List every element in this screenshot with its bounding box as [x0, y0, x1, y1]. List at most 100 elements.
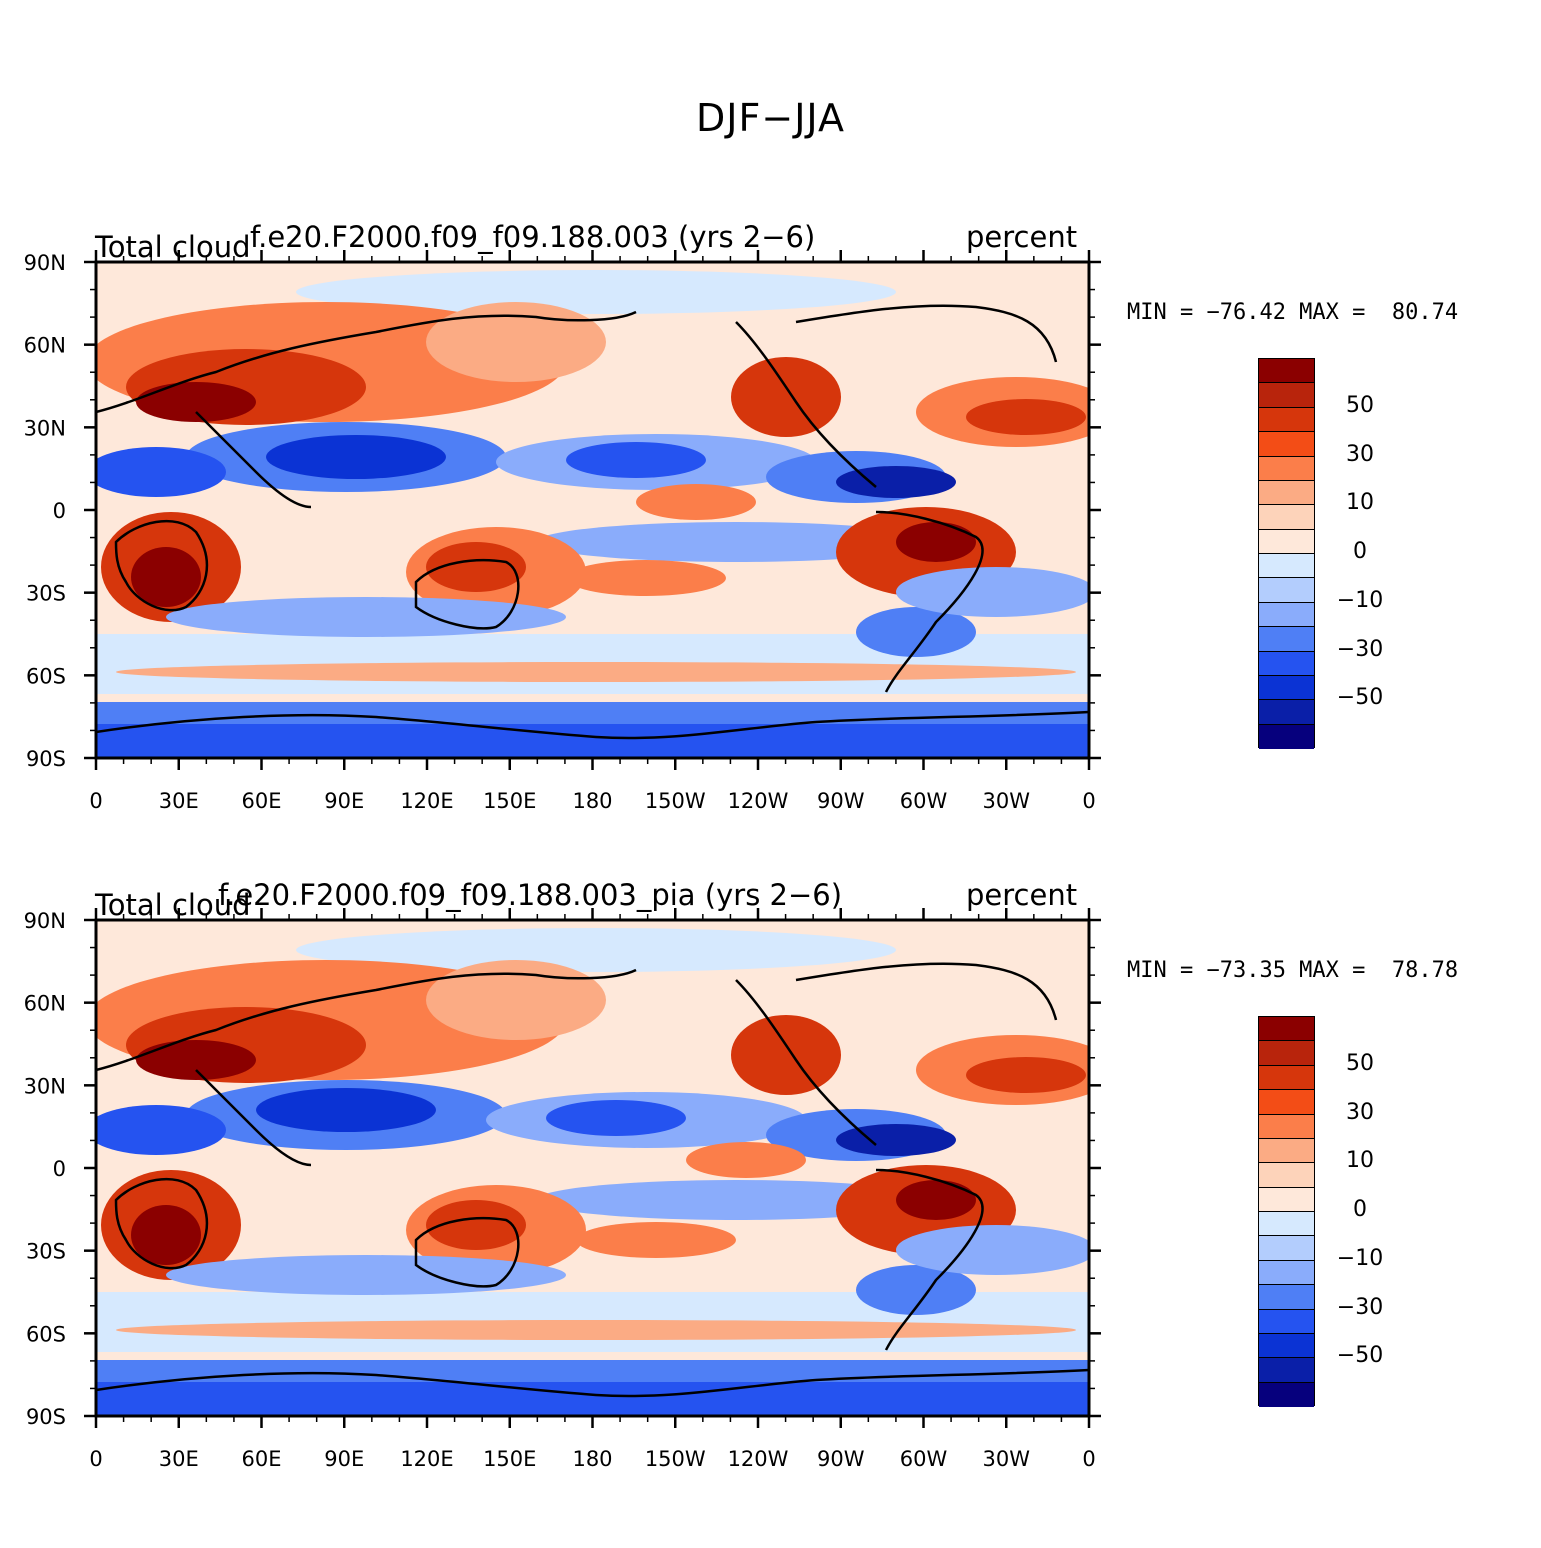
- colorbar-label: 10: [1346, 1148, 1374, 1174]
- lon-label: 150W: [645, 1447, 706, 1471]
- map-axes: 90N 60N 30N 0 30S 60S 90S 0 30E 60E 90E 120E 150E 180…: [24, 908, 1101, 1471]
- map-axes: 90N 60N 30N 0 30S 60S 90S 0 30E 60E 90E 120E 150E 180…: [24, 250, 1101, 813]
- contour-map: [96, 262, 1089, 758]
- colorbar-segment: [1259, 1017, 1314, 1042]
- colorbar-segment: [1259, 627, 1314, 652]
- lon-label: 90W: [817, 1447, 865, 1471]
- lat-label: 30S: [26, 1240, 66, 1264]
- lon-label: 0: [1082, 789, 1095, 813]
- colorbar-label: 30: [1346, 441, 1374, 467]
- colorbar-label: −10: [1336, 1245, 1384, 1271]
- colorbar-segment: [1259, 456, 1314, 481]
- lat-label: 0: [53, 1157, 66, 1181]
- lon-label: 150W: [645, 789, 706, 813]
- lon-label: 30E: [159, 1447, 199, 1471]
- lon-label: 60W: [900, 1447, 948, 1471]
- colorbar-segment: [1259, 1090, 1314, 1115]
- lat-label: 90N: [24, 251, 66, 275]
- lon-label: 90W: [817, 789, 865, 813]
- colorbar: [1258, 1016, 1315, 1407]
- colorbar-segment: [1259, 480, 1314, 506]
- lat-label: 60N: [24, 992, 66, 1016]
- colorbar-label: 30: [1346, 1099, 1374, 1125]
- lon-label: 0: [89, 1447, 102, 1471]
- lon-label: 30E: [159, 789, 199, 813]
- min-max-readout: MIN = −76.42 MAX = 80.74: [1127, 300, 1459, 325]
- panel-units: percent: [966, 220, 1078, 254]
- colorbar-segment: [1259, 1285, 1314, 1310]
- contour-field: [96, 262, 1089, 758]
- colorbar-segment: [1259, 1236, 1314, 1261]
- lat-label: 30N: [24, 416, 66, 440]
- colorbar-segment: [1259, 1309, 1314, 1334]
- colorbar-label: −50: [1336, 685, 1384, 711]
- lat-label: 90S: [26, 1405, 66, 1429]
- lon-label: 120W: [728, 1447, 789, 1471]
- panel-center-title: f.e20.F2000.f09_f09.188.003_pia (yrs 2−6…: [218, 878, 843, 912]
- colorbar-label: 50: [1346, 392, 1374, 418]
- lat-label: 30S: [26, 582, 66, 606]
- colorbar-segment: [1259, 529, 1314, 554]
- figure-title: DJF−JJA: [696, 96, 845, 140]
- colorbar-segment: [1259, 1138, 1314, 1164]
- colorbar-segment: [1259, 1114, 1314, 1139]
- colorbar-label: 0: [1353, 1197, 1367, 1222]
- colorbar-label: 10: [1346, 490, 1374, 516]
- colorbar-segment: [1259, 700, 1314, 725]
- lon-label: 150E: [483, 1447, 536, 1471]
- colorbar-label: −10: [1336, 587, 1384, 613]
- colorbar-segment: [1259, 1187, 1314, 1212]
- colorbar-segment: [1259, 1260, 1314, 1286]
- colorbar-segment: [1259, 1358, 1314, 1383]
- panel-center-title: f.e20.F2000.f09_f09.188.003 (yrs 2−6): [250, 220, 816, 254]
- colorbar-label: 50: [1346, 1050, 1374, 1076]
- colorbar-segment: [1259, 675, 1314, 701]
- colorbar-segment: [1259, 1333, 1314, 1359]
- lat-label: 60N: [24, 334, 66, 358]
- lon-label: 30W: [983, 1447, 1031, 1471]
- map-panel-1: Total cloud f.e20.F2000.f09_f09.188.003 …: [0, 220, 1541, 890]
- colorbar: [1258, 358, 1315, 749]
- colorbar-segment: [1259, 1382, 1314, 1407]
- colorbar-segment: [1259, 1163, 1314, 1188]
- lat-label: 60S: [26, 664, 66, 688]
- lon-label: 30W: [983, 789, 1031, 813]
- panel-left-title: Total cloud: [95, 888, 251, 922]
- lon-label: 120E: [400, 789, 453, 813]
- lon-label: 180: [572, 1447, 612, 1471]
- lat-label: 30N: [24, 1074, 66, 1098]
- colorbar-segment: [1259, 383, 1314, 408]
- lon-label: 150E: [483, 789, 536, 813]
- contour-map: [96, 920, 1089, 1416]
- colorbar-segment: [1259, 724, 1314, 749]
- colorbar-label: 0: [1353, 539, 1367, 564]
- colorbar-segment: [1259, 359, 1314, 384]
- lon-label: 60E: [242, 789, 282, 813]
- colorbar-label: −30: [1336, 636, 1384, 662]
- panel-units: percent: [966, 878, 1078, 912]
- lon-label: 120E: [400, 1447, 453, 1471]
- lon-label: 90E: [324, 1447, 364, 1471]
- colorbar-segment: [1259, 554, 1314, 579]
- panel-left-title: Total cloud: [95, 230, 251, 264]
- map-panel-2: Total cloud f.e20.F2000.f09_f09.188.003_…: [0, 878, 1541, 1548]
- lon-label: 90E: [324, 789, 364, 813]
- lat-label: 90S: [26, 747, 66, 771]
- lon-label: 180: [572, 789, 612, 813]
- colorbar-segment: [1259, 578, 1314, 603]
- lon-label: 60E: [242, 1447, 282, 1471]
- contour-field: [96, 920, 1089, 1416]
- colorbar-segment: [1259, 651, 1314, 676]
- lat-label: 90N: [24, 909, 66, 933]
- lon-label: 0: [89, 789, 102, 813]
- lat-label: 60S: [26, 1322, 66, 1346]
- colorbar-segment: [1259, 1065, 1314, 1091]
- colorbar-label: −50: [1336, 1343, 1384, 1369]
- lon-label: 60W: [900, 789, 948, 813]
- colorbar-segment: [1259, 407, 1314, 433]
- min-max-readout: MIN = −73.35 MAX = 78.78: [1127, 958, 1459, 983]
- lat-label: 0: [53, 499, 66, 523]
- colorbar-segment: [1259, 1041, 1314, 1066]
- colorbar-segment: [1259, 1212, 1314, 1237]
- lon-label: 120W: [728, 789, 789, 813]
